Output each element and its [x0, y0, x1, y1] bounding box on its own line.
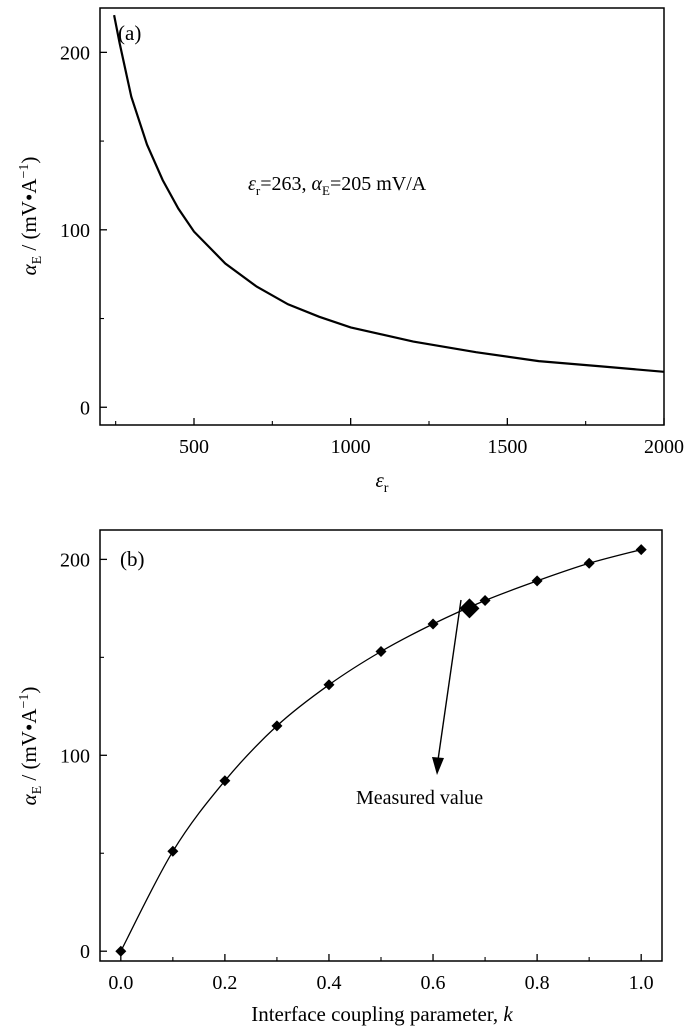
panel-b-data-point — [479, 595, 491, 607]
panel-b-y-axis-label: αE / (mV•A−1) — [17, 687, 45, 806]
panel-b-data-point — [427, 618, 439, 630]
panel-b-x-tick-label: 0.8 — [525, 972, 550, 994]
panel-a-x-tick-label: 2000 — [644, 436, 684, 458]
panel-b-data-point — [635, 544, 647, 556]
panel-a-x-axis-label: εr — [376, 468, 389, 496]
panel-b-data-point — [115, 945, 127, 957]
panel-b-data-point — [219, 775, 231, 787]
panel-b-data-point — [375, 645, 387, 657]
panel-b-y-ticks: 0 100 200 — [60, 549, 107, 963]
panel-b-x-tick-label: 0.0 — [108, 972, 133, 994]
panel-b-frame — [99, 529, 663, 962]
panel-b-x-tick-label: 0.6 — [421, 972, 446, 994]
panel-a-y-ticks: 0 100 200 — [60, 42, 107, 419]
panel-a-y-axis-label: αE / (mV•A−1) — [17, 157, 45, 276]
panel-a-y-tick-label: 100 — [60, 220, 90, 242]
panel-a-frame — [99, 7, 665, 426]
panel-b-x-tick-label: 1.0 — [629, 972, 654, 994]
panel-a-curve — [113, 14, 665, 373]
panel-a-x-tick-label: 500 — [179, 436, 209, 458]
panel-b-y-tick-label: 100 — [60, 745, 90, 767]
panel-b-arrow — [432, 599, 462, 775]
panel-b: 0.0 0.2 0.4 0.6 0.8 1.0 0 100 200 Measured valu… — [17, 529, 663, 1026]
panel-a-x-ticks: 500 1000 1500 2000 — [115, 418, 684, 458]
panel-b-data-point — [167, 845, 179, 857]
panel-a-y-tick-label: 0 — [80, 397, 90, 419]
panel-b-data-point — [323, 679, 335, 691]
panel-a-x-tick-label: 1500 — [487, 436, 527, 458]
panel-b-data-point — [583, 557, 595, 569]
panel-b-x-tick-label: 0.2 — [212, 972, 237, 994]
panel-b-label: (b) — [120, 547, 145, 571]
panel-a-y-tick-label: 200 — [60, 42, 90, 64]
panel-b-x-tick-label: 0.4 — [316, 972, 341, 994]
panel-b-y-tick-label: 0 — [80, 941, 90, 963]
panel-b-fit-curve — [120, 548, 642, 952]
panel-a-annotation: εr=263, αE=205 mV/A — [248, 173, 427, 198]
panel-a: 500 1000 1500 2000 0 100 200 (a) εr=263, αE=2… — [17, 7, 684, 496]
panel-b-points — [115, 544, 647, 957]
panel-a-label: (a) — [118, 21, 141, 45]
panel-b-measured-label: Measured value — [356, 787, 483, 809]
panel-b-x-ticks: 0.0 0.2 0.4 0.6 0.8 1.0 — [108, 954, 654, 994]
panel-b-measured-marker — [459, 598, 480, 619]
panel-a-x-tick-label: 1000 — [331, 436, 371, 458]
panel-b-y-tick-label: 200 — [60, 549, 90, 571]
panel-b-x-axis-label: Interface coupling parameter, k — [251, 1002, 513, 1026]
panel-b-data-point — [531, 575, 543, 587]
panel-b-data-point — [271, 720, 283, 732]
